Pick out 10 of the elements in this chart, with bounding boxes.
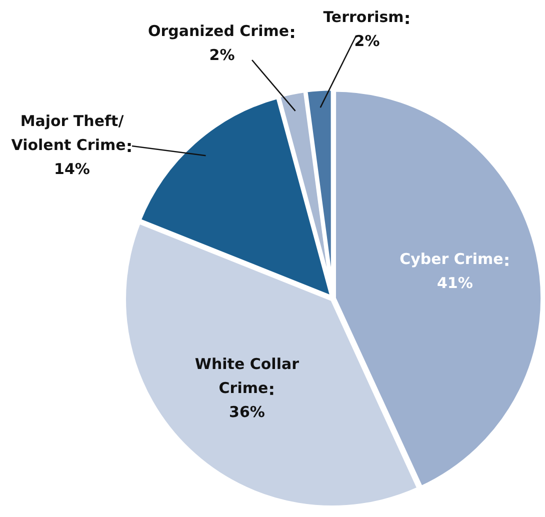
data-label: 41% bbox=[436, 274, 473, 292]
slice-label: Major Theft/ Violent Crime bbox=[11, 112, 126, 154]
data-label: 14% bbox=[54, 160, 90, 178]
data-label: 2% bbox=[354, 32, 380, 50]
slice-label: White Collar Crime bbox=[194, 354, 300, 397]
data-label: 36% bbox=[229, 402, 265, 421]
data-label: 2% bbox=[209, 46, 235, 64]
slice-label: Terrorism bbox=[323, 8, 404, 26]
slice-label: Organized Crime bbox=[148, 22, 290, 40]
slice-label: Cyber Crime bbox=[400, 250, 504, 268]
